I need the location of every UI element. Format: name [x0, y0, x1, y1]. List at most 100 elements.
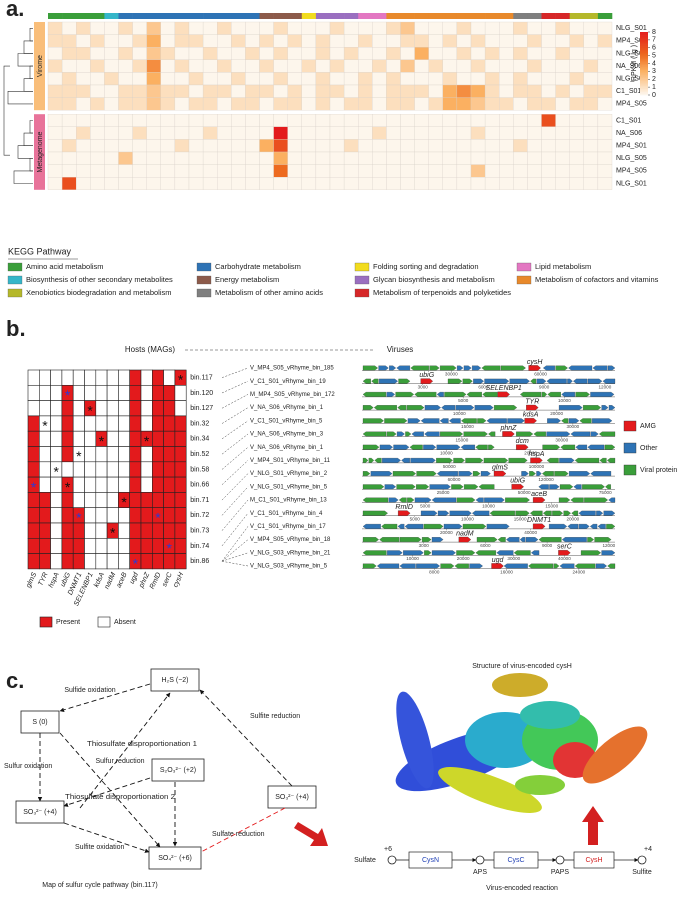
matrix-cell [72, 400, 85, 417]
heatmap-cell [513, 139, 528, 153]
gene-arrow [441, 405, 456, 411]
heatmap-cell [569, 97, 584, 111]
heatmap-cell [146, 164, 161, 178]
connector [221, 499, 249, 531]
legend-label: Present [56, 619, 80, 626]
heatmap-cell [104, 164, 119, 178]
track-tick-label: 50000 [443, 464, 456, 469]
heatmap-cell [188, 72, 204, 86]
track-tick-label: 3000 [418, 385, 429, 390]
matrix-cell [118, 553, 131, 570]
heatmap-cell [188, 164, 204, 178]
gene-arrow [594, 537, 612, 543]
heatmap-cell [456, 59, 472, 73]
gene-arrow [595, 563, 607, 569]
heatmap-cell [174, 177, 190, 190]
star: * [76, 448, 82, 464]
gene-arrow [423, 523, 444, 529]
heatmap-cell [329, 177, 345, 190]
gene-arrow [531, 550, 540, 556]
gene-arrow [477, 418, 487, 424]
matrix-cell [27, 415, 40, 432]
heatmap-cell [231, 177, 246, 190]
heatmap-cell [343, 177, 359, 190]
matrix-cell [72, 537, 85, 554]
heatmap-cell [513, 164, 528, 178]
heatmap-cell [484, 126, 500, 140]
matrix-cell [174, 461, 187, 478]
heatmap-cell [47, 126, 63, 140]
amg-label: ubiG [419, 372, 434, 379]
gene-arrow [529, 471, 536, 477]
gene-arrow [381, 523, 398, 529]
matrix-cell [84, 492, 97, 508]
heatmap-cell [90, 84, 105, 98]
gene-arrow [389, 365, 397, 371]
legend-swatch [623, 442, 637, 454]
gene-arrow [455, 405, 475, 411]
dendrogram [17, 145, 33, 159]
heatmap-cell [470, 177, 486, 190]
track-tick-label: 10000 [482, 503, 495, 508]
heatmap-cell [118, 84, 133, 98]
gene-arrow [362, 391, 387, 397]
gene-arrow [549, 523, 568, 529]
gene-arrow [440, 563, 455, 569]
compound-node [555, 855, 565, 865]
matrix-cell [95, 507, 108, 524]
heatmap-cell [442, 114, 458, 127]
gene-arrow [362, 365, 379, 371]
matrix-cell [27, 507, 40, 524]
pathway-bar [485, 13, 500, 19]
gene-arrow [436, 444, 461, 450]
heatmap-cell [541, 59, 556, 73]
heatmap-cell [259, 59, 274, 73]
heatmap-cell [259, 34, 274, 48]
heatmap-cell [555, 126, 570, 140]
heatmap-cell [343, 97, 359, 111]
gene-arrow [482, 391, 498, 397]
heatmap-cell [343, 72, 359, 86]
heatmap-cell [273, 21, 288, 35]
heatmap-cell [315, 34, 331, 48]
matrix-cell [106, 369, 119, 386]
group-bar [34, 114, 45, 190]
pathway-bar [541, 13, 556, 19]
star: * [178, 372, 184, 388]
heatmap-cell [372, 139, 387, 153]
gene-arrow [407, 497, 415, 503]
pathway-bar [48, 13, 63, 19]
gene-arrow [543, 510, 552, 516]
matrix-cell [163, 461, 176, 478]
matrix-cell [118, 446, 131, 463]
gene-arrow [386, 431, 397, 437]
panel-label: c. [6, 668, 24, 693]
matrix-cell [38, 400, 51, 417]
matrix-cell [106, 553, 119, 570]
legend-swatch [7, 275, 23, 285]
gene-arrow [538, 537, 562, 543]
matrix-cell [61, 553, 74, 570]
heatmap-cell [273, 97, 288, 111]
heatmap-cell [343, 84, 359, 98]
gene-arrow [596, 510, 604, 516]
gene-arrow [463, 365, 472, 371]
heatmap-cell [174, 34, 190, 48]
amg-arrow [491, 563, 504, 569]
legend-label: Metabolism of other amino acids [215, 288, 323, 297]
pathway-bar [76, 13, 91, 19]
matrix-cell [50, 492, 63, 508]
matrix-cell [152, 400, 164, 417]
gene-arrow [567, 523, 579, 529]
heatmap-cell [132, 72, 147, 86]
dendrogram [13, 170, 33, 184]
heatmap-cell [470, 164, 486, 178]
heatmap-cell [400, 84, 415, 98]
gene-arrow [589, 523, 598, 529]
gene-arrow [378, 378, 398, 384]
track-tick-label: 20000 [566, 517, 579, 522]
gene-arrow [437, 510, 450, 516]
heatmap-cell [527, 72, 542, 86]
heatmap-cell [597, 151, 613, 165]
matrix-cell [152, 384, 164, 401]
